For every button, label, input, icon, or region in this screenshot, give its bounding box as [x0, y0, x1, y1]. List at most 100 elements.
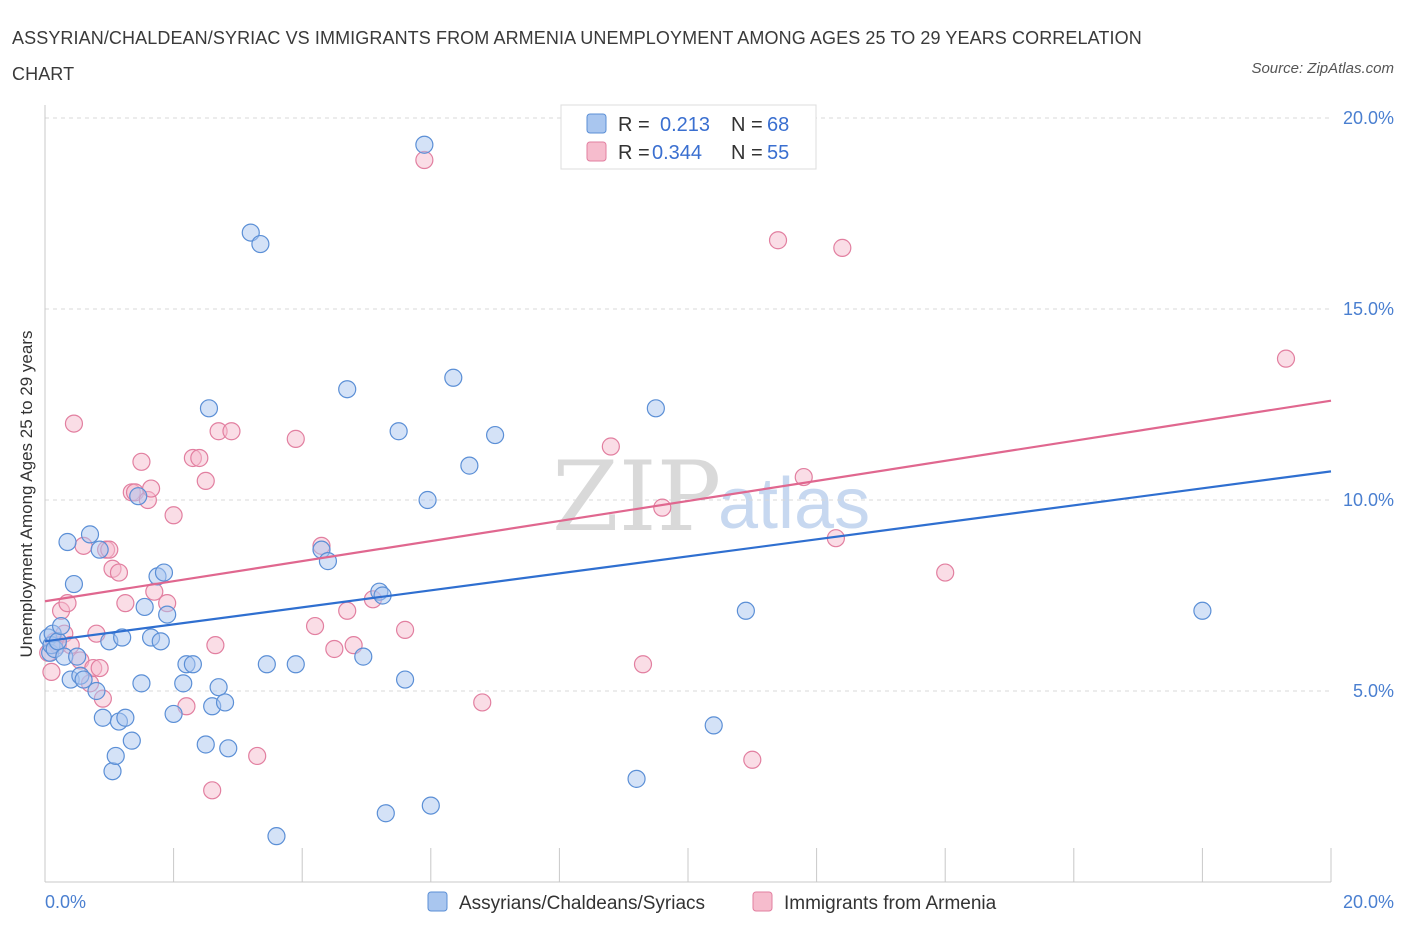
assyrian-point-55 — [389, 422, 408, 441]
assyrian-point-37 — [196, 735, 215, 754]
assyrian-point-60 — [444, 368, 463, 387]
assyrian-point-50 — [338, 380, 357, 399]
assyrian-point-63 — [627, 769, 646, 788]
legend-swatch-pink — [586, 141, 607, 162]
assyrian-point-42 — [219, 739, 238, 758]
assyrian-point-67 — [1193, 601, 1212, 620]
armenia-point-39 — [305, 616, 325, 636]
armenia-point-38 — [286, 429, 305, 448]
bottom-legend-swatch-pink — [752, 891, 773, 912]
assyrian-point-41 — [215, 693, 235, 712]
legend-r-value-pink: 0.344 — [652, 142, 702, 164]
assyrian-point-15 — [87, 681, 106, 701]
assyrian-point-11 — [68, 647, 87, 666]
assyrian-point-61 — [460, 456, 479, 475]
legend-n-value-blue: 68 — [767, 114, 789, 136]
armenia-point-49 — [633, 655, 653, 674]
assyrian-point-56 — [395, 670, 415, 689]
armenia-point-14 — [90, 658, 109, 678]
assyrian-point-19 — [103, 762, 122, 781]
armenia-point-45 — [395, 620, 415, 639]
y-axis-label: Unemployment Among Ages 25 to 29 years — [17, 331, 36, 658]
gridlines — [45, 117, 1331, 692]
armenia-point-28 — [164, 506, 183, 525]
armenia-point-36 — [222, 422, 241, 441]
assyrian-point-38 — [199, 399, 219, 418]
assyrian-point-31 — [154, 563, 174, 582]
assyrian-point-51 — [354, 647, 373, 666]
armenia-point-33 — [203, 781, 222, 800]
assyrian-point-16 — [90, 540, 109, 559]
assyrian-point-14 — [80, 525, 100, 544]
assyrian-point-32 — [158, 605, 177, 624]
trend-lines — [44, 399, 1332, 643]
assyrian-point-27 — [135, 597, 154, 617]
legend-n-label-blue: N = — [731, 114, 763, 136]
legend-r-label-pink: R = — [618, 142, 650, 164]
assyrian-point-54 — [376, 804, 395, 823]
armenia-point-46 — [415, 150, 434, 170]
assyrian-point-22 — [113, 628, 132, 647]
assyrian-point-36 — [183, 655, 202, 674]
assyrian-trend-line — [44, 470, 1332, 643]
assyrian-point-64 — [646, 399, 665, 418]
armenia-point-37 — [248, 746, 267, 766]
armenia-point-31 — [190, 448, 209, 468]
source-label: Source: ZipAtlas.com — [1251, 60, 1394, 77]
bottom-legend-label-pink: Immigrants from Armenia — [784, 893, 997, 914]
y-tick-label-3: 20.0% — [1343, 108, 1394, 128]
x-tick-label-min: 0.0% — [45, 892, 86, 912]
assyrian-point-8 — [58, 532, 77, 552]
assyrian-point-45 — [257, 655, 276, 674]
chart-title: ASSYRIAN/CHALDEAN/SYRIAC VS IMMIGRANTS F… — [12, 28, 1142, 84]
armenia-point-23 — [132, 452, 151, 471]
armenia-point-47 — [473, 693, 492, 712]
armenia-point-48 — [601, 437, 620, 456]
assyrian-point-57 — [415, 135, 434, 154]
assyrian-point-59 — [421, 796, 440, 815]
assyrian-point-46 — [267, 827, 286, 846]
assyrian-point-10 — [64, 574, 84, 594]
stats-legend: R = 0.213 N = 68 R = 0.344 N = 55 — [560, 104, 817, 170]
assyrian-point-65 — [704, 716, 723, 735]
series-legend: Assyrians/Chaldeans/Syriacs Immigrants f… — [427, 891, 997, 914]
armenia-point-50 — [653, 498, 672, 517]
x-tick-label-max: 20.0% — [1343, 892, 1394, 912]
legend-swatch-blue — [586, 113, 607, 134]
bottom-legend-label-blue: Assyrians/Chaldeans/Syriacs — [459, 893, 705, 914]
assyrian-point-44 — [251, 234, 270, 254]
assyrian-point-40 — [209, 678, 228, 697]
y-tick-label-0: 5.0% — [1353, 681, 1394, 701]
assyrian-point-30 — [151, 632, 170, 651]
armenia-point-56 — [936, 563, 955, 582]
assyrian-point-24 — [122, 731, 141, 750]
assyrian-point-26 — [132, 674, 151, 693]
assyrian-point-33 — [164, 704, 183, 724]
armenia-point-57 — [1276, 349, 1296, 368]
armenia-point-34 — [206, 636, 225, 655]
armenia-point-51 — [743, 750, 762, 769]
legend-n-value-pink: 55 — [767, 142, 789, 164]
armenia-point-19 — [109, 563, 129, 582]
bottom-legend-swatch-blue — [427, 891, 448, 912]
y-tick-label-1: 10.0% — [1343, 490, 1394, 510]
assyrian-point-66 — [736, 601, 755, 620]
assyrian-point-47 — [286, 655, 305, 674]
x-tick-marks — [173, 848, 1332, 882]
assyrian-point-62 — [486, 425, 505, 445]
armenia-point-20 — [116, 594, 135, 613]
armenia-trend-line — [44, 399, 1332, 603]
armenia-point-32 — [196, 471, 215, 490]
assyrian-point-6 — [51, 616, 71, 636]
armenia-point-8 — [64, 414, 84, 433]
assyrian-point-34 — [174, 674, 193, 693]
assyrian-point-17 — [93, 708, 112, 727]
legend-n-label-pink: N = — [731, 142, 763, 164]
armenia-point-1 — [42, 662, 61, 682]
armenia-point-52 — [768, 231, 788, 250]
assyrian-point-25 — [129, 487, 148, 506]
legend-r-value-blue: 0.213 — [660, 114, 710, 136]
armenia-point-55 — [833, 238, 852, 257]
assyrian-point-20 — [106, 746, 125, 766]
y-tick-labels: 5.0% 10.0% 15.0% 20.0% — [1343, 108, 1394, 701]
